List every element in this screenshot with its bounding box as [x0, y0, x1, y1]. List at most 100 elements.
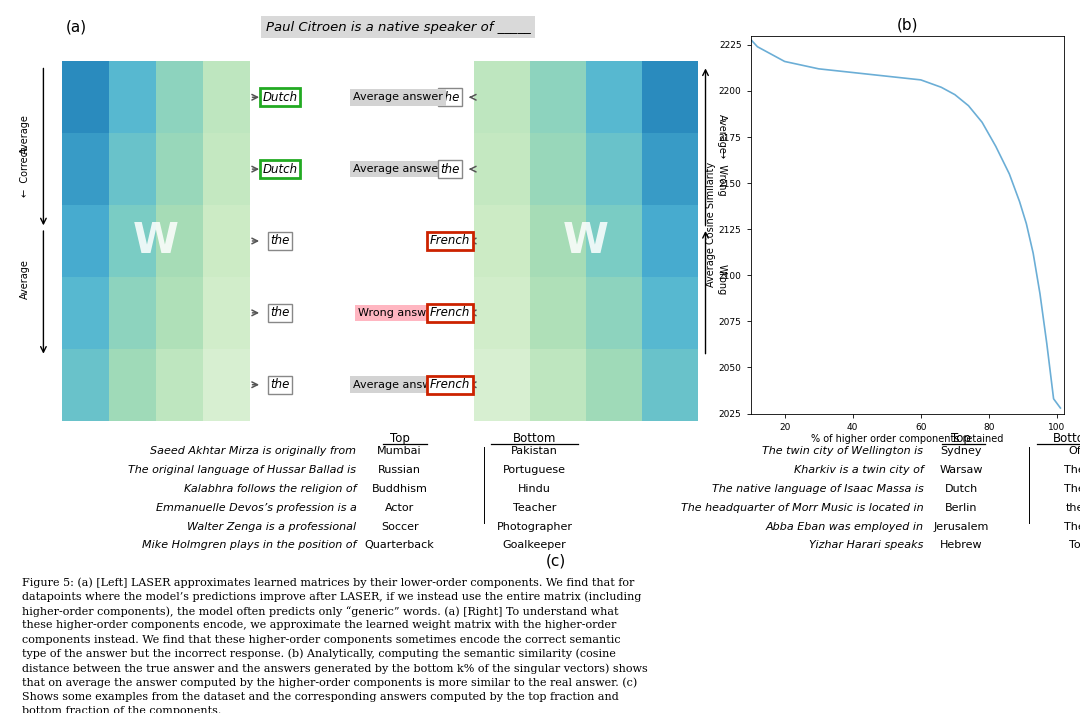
Text: Correct answer: Correct answer [355, 92, 441, 102]
Bar [530, 133, 586, 205]
Text: Hebrew: Hebrew [940, 540, 983, 550]
Bar [530, 349, 586, 421]
Text: Average answer: Average answer [353, 164, 443, 174]
Text: Pakistan: Pakistan [511, 446, 558, 456]
Bar [156, 277, 203, 349]
Text: higher-order components), the model often predicts only “generic” words. (a) [Ri: higher-order components), the model ofte… [22, 606, 618, 617]
Bar [62, 133, 108, 205]
Bar [62, 205, 108, 277]
Text: Average: Average [21, 114, 30, 154]
Bar [108, 349, 156, 421]
Text: the: the [441, 91, 460, 104]
Text: Mike Holmgren plays in the position of: Mike Holmgren plays in the position of [143, 540, 356, 550]
Bar [474, 349, 530, 421]
Text: Emmanuelle Devos’s profession is a: Emmanuelle Devos’s profession is a [156, 503, 356, 513]
Text: Average: Average [21, 260, 30, 299]
Text: Figure 5: (a) [Left] LASER approximates learned matrices by their lower-order co: Figure 5: (a) [Left] LASER approximates … [22, 578, 634, 588]
Text: Berlin: Berlin [945, 503, 977, 513]
Text: French: French [430, 235, 470, 247]
Text: Hindu: Hindu [518, 484, 551, 494]
Text: French: French [430, 378, 470, 391]
Bar [474, 61, 530, 133]
Bar [108, 277, 156, 349]
Text: distance between the true answer and the answers generated by the bottom k% of t: distance between the true answer and the… [22, 663, 647, 674]
Bar [643, 277, 699, 349]
Bar [474, 205, 530, 277]
Bar [156, 133, 203, 205]
Text: these higher-order components encode, we approximate the learned weight matrix w: these higher-order components encode, we… [22, 620, 616, 630]
Text: The: The [1064, 522, 1080, 532]
Bar [203, 205, 249, 277]
Text: Top: Top [951, 432, 971, 446]
Bar [474, 277, 530, 349]
Bar [643, 133, 699, 205]
Text: →  Wrong: → Wrong [717, 150, 727, 195]
Text: Soccer: Soccer [381, 522, 418, 532]
Text: Mumbai: Mumbai [377, 446, 422, 456]
Text: Actor: Actor [384, 503, 415, 513]
Text: Dutch: Dutch [262, 163, 298, 175]
Text: Walter Zenga is a professional: Walter Zenga is a professional [187, 522, 356, 532]
Bar [643, 61, 699, 133]
Text: that on average the answer computed by the higher-order components is more simil: that on average the answer computed by t… [22, 677, 637, 688]
Bar [586, 277, 643, 349]
Text: ←  Correct: ← Correct [21, 148, 30, 198]
Text: Teacher: Teacher [513, 503, 556, 513]
Text: the: the [270, 307, 289, 319]
Text: Average: Average [717, 114, 727, 154]
Text: The headquarter of Morr Music is located in: The headquarter of Morr Music is located… [680, 503, 923, 513]
Text: Bottom: Bottom [513, 432, 556, 446]
Text: datapoints where the model’s predictions improve after LASER, if we instead use : datapoints where the model’s predictions… [22, 592, 640, 602]
Bar [643, 349, 699, 421]
Text: Jerusalem: Jerusalem [933, 522, 989, 532]
Text: Wrong answer: Wrong answer [359, 308, 437, 318]
Text: Quarterback: Quarterback [365, 540, 434, 550]
Bar [156, 61, 203, 133]
Bar [203, 277, 249, 349]
Text: Abba Eban was employed in: Abba Eban was employed in [766, 522, 923, 532]
Bar [156, 205, 203, 277]
Text: (b): (b) [896, 17, 918, 33]
Bar [586, 349, 643, 421]
Text: Bottom: Bottom [1053, 432, 1080, 446]
Text: Kalabhra follows the religion of: Kalabhra follows the religion of [184, 484, 356, 494]
Bar [586, 133, 643, 205]
Text: (a): (a) [66, 19, 86, 35]
Text: type of the answer but the incorrect response. (b) Analytically, computing the s: type of the answer but the incorrect res… [22, 649, 616, 660]
Text: Wrong: Wrong [717, 264, 727, 295]
Bar [530, 61, 586, 133]
Text: Of: Of [1068, 446, 1080, 456]
Bar [203, 61, 249, 133]
Text: Goalkeeper: Goalkeeper [502, 540, 567, 550]
Bar [108, 205, 156, 277]
Text: Saeed Akhtar Mirza is originally from: Saeed Akhtar Mirza is originally from [150, 446, 356, 456]
Text: Shows some examples from the dataset and the corresponding answers computed by t: Shows some examples from the dataset and… [22, 692, 619, 702]
Bar [203, 349, 249, 421]
Text: Top: Top [390, 432, 409, 446]
Bar [643, 205, 699, 277]
Bar [156, 349, 203, 421]
Bar [203, 133, 249, 205]
Text: To: To [1069, 540, 1080, 550]
Text: the: the [270, 378, 289, 391]
Bar [586, 205, 643, 277]
Text: Paul Citroen is a native speaker of _____: Paul Citroen is a native speaker of ____… [266, 21, 530, 34]
X-axis label: % of higher order components retained: % of higher order components retained [811, 434, 1003, 444]
Bar [108, 133, 156, 205]
Bar [474, 133, 530, 205]
Text: Yizhar Harari speaks: Yizhar Harari speaks [809, 540, 923, 550]
Bar [62, 349, 108, 421]
Text: The: The [1064, 465, 1080, 475]
Bar [62, 277, 108, 349]
Text: Average answer: Average answer [353, 380, 443, 390]
Bar [530, 205, 586, 277]
Y-axis label: Average Cosine Similarity: Average Cosine Similarity [706, 162, 716, 287]
Text: components instead. We find that these higher-order components sometimes encode : components instead. We find that these h… [22, 635, 620, 645]
Bar [586, 61, 643, 133]
Text: Dutch: Dutch [945, 484, 977, 494]
Text: Buddhism: Buddhism [372, 484, 428, 494]
Text: the: the [441, 163, 460, 175]
Text: Average answer: Average answer [353, 92, 443, 102]
Text: the: the [1065, 503, 1080, 513]
Text: Photographer: Photographer [497, 522, 572, 532]
